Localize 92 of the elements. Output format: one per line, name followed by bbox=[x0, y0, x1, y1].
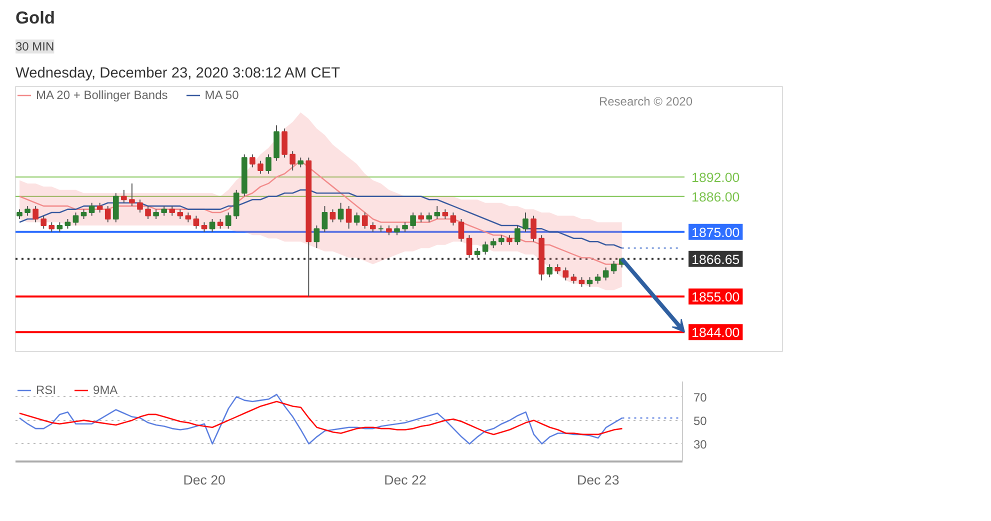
candlestick bbox=[104, 206, 111, 223]
candlestick bbox=[514, 224, 520, 246]
candlestick bbox=[56, 222, 63, 232]
candlestick bbox=[402, 222, 408, 232]
candlestick bbox=[266, 154, 272, 174]
candlestick bbox=[610, 260, 617, 274]
candlestick bbox=[225, 212, 232, 230]
candlestick bbox=[530, 215, 536, 242]
candlestick bbox=[418, 212, 424, 223]
candlestick bbox=[169, 206, 176, 216]
candlestick bbox=[161, 206, 167, 216]
y-tick-label: 70 bbox=[694, 390, 708, 404]
x-tick-label: Dec 20 bbox=[183, 472, 226, 488]
candlestick bbox=[185, 212, 192, 223]
chart-subtitle: Wednesday, December 23, 2020 3:08:12 AM CET bbox=[16, 66, 340, 82]
candlestick bbox=[562, 266, 569, 281]
candlestick bbox=[442, 208, 448, 220]
legend-label: MA 20 + Bollinger Bands bbox=[36, 88, 168, 102]
candlestick bbox=[80, 208, 87, 220]
candlestick bbox=[209, 218, 216, 232]
candlestick bbox=[96, 202, 103, 214]
line-series bbox=[18, 189, 623, 249]
candlestick bbox=[522, 212, 528, 232]
candlestick bbox=[145, 206, 151, 220]
candlestick bbox=[233, 189, 240, 220]
candlestick bbox=[594, 273, 601, 284]
candlestick bbox=[362, 212, 368, 230]
candlestick bbox=[354, 212, 360, 226]
legend-label: RSI bbox=[36, 383, 56, 397]
candlestick bbox=[346, 206, 352, 230]
candlestick bbox=[506, 234, 512, 246]
y-tick-label: 1886.00 bbox=[692, 189, 740, 204]
candlestick bbox=[48, 222, 55, 232]
legend-label: MA 50 bbox=[204, 88, 239, 102]
candlestick bbox=[177, 208, 184, 220]
candlestick bbox=[482, 241, 488, 256]
candlestick bbox=[290, 150, 296, 172]
candlestick bbox=[24, 206, 30, 216]
candlestick bbox=[88, 202, 95, 216]
candlestick bbox=[40, 215, 47, 230]
candlestick bbox=[554, 264, 561, 274]
y-tick-label: 1844.00 bbox=[692, 325, 740, 340]
candlestick bbox=[498, 234, 504, 246]
candlestick bbox=[602, 266, 609, 281]
candlestick bbox=[394, 224, 400, 236]
candlestick bbox=[129, 182, 135, 207]
candlestick bbox=[16, 208, 22, 220]
candlestick bbox=[474, 248, 480, 258]
y-tick-label: 1892.00 bbox=[692, 170, 740, 185]
y-tick-label: 50 bbox=[694, 414, 708, 428]
candlestick bbox=[490, 238, 496, 249]
candlestick bbox=[201, 222, 208, 232]
candlestick bbox=[570, 273, 577, 284]
candlestick bbox=[426, 212, 432, 223]
candlestick bbox=[32, 206, 38, 223]
candlestick bbox=[258, 160, 264, 174]
candlestick bbox=[370, 222, 376, 232]
candlestick bbox=[217, 218, 224, 230]
candlestick bbox=[386, 224, 392, 236]
y-tick-label: 30 bbox=[694, 437, 708, 452]
y-tick-label: 1875.00 bbox=[692, 224, 740, 240]
x-tick-label: Dec 23 bbox=[577, 472, 620, 488]
y-tick-label: 1866.65 bbox=[692, 252, 740, 267]
candlestick bbox=[458, 218, 464, 242]
candlestick bbox=[193, 215, 200, 230]
x-tick-label: Dec 22 bbox=[384, 472, 426, 488]
candlestick bbox=[450, 212, 456, 226]
candlestick bbox=[72, 212, 79, 226]
candlestick bbox=[338, 202, 344, 223]
text: 30 MIN bbox=[16, 40, 54, 54]
candlestick bbox=[298, 157, 304, 168]
candlestick bbox=[153, 208, 159, 220]
candlestick bbox=[466, 234, 472, 258]
candlestick bbox=[121, 189, 127, 204]
candlestick bbox=[546, 264, 552, 278]
candlestick bbox=[282, 128, 288, 158]
legend-label: 9MA bbox=[93, 383, 118, 397]
chart-title: Gold bbox=[16, 8, 55, 28]
candlestick bbox=[137, 199, 143, 214]
candlestick bbox=[250, 154, 256, 168]
candlestick bbox=[410, 212, 416, 230]
candlestick bbox=[112, 192, 119, 223]
candlestick bbox=[434, 206, 440, 220]
candlestick bbox=[64, 218, 71, 230]
candlestick bbox=[314, 224, 320, 249]
candlestick bbox=[578, 276, 585, 288]
candlestick bbox=[586, 276, 593, 288]
candlestick bbox=[330, 208, 336, 223]
y-tick-label: 1855.00 bbox=[692, 290, 740, 305]
annotation: Research © 2020 bbox=[598, 94, 693, 108]
candlestick bbox=[322, 206, 328, 232]
line-series bbox=[18, 400, 623, 436]
